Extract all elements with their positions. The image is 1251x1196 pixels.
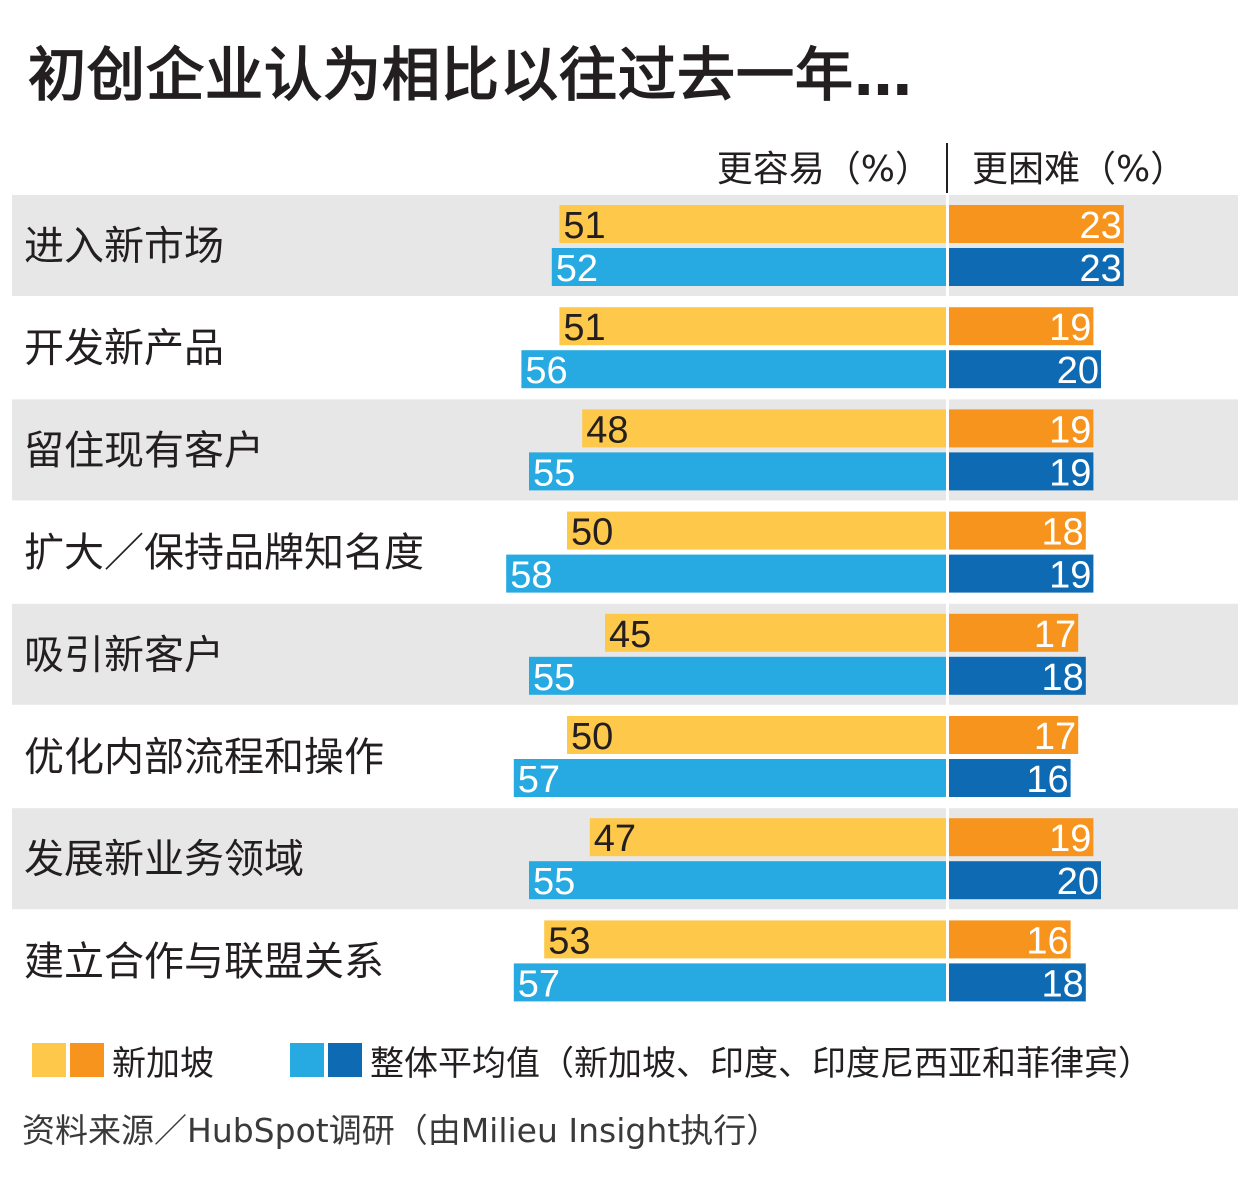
value-label-sg-harder: 19: [1049, 409, 1091, 451]
value-label-sg-harder: 23: [1080, 205, 1122, 247]
value-label-sg-harder: 19: [1049, 307, 1091, 349]
category-label: 建立合作与联盟关系: [24, 940, 384, 984]
bar-avg-easier: [529, 861, 947, 900]
bar-avg-easier: [521, 350, 947, 389]
bar-avg-easier: [513, 759, 947, 797]
value-label-sg-easier: 50: [571, 716, 613, 758]
value-label-avg-easier: 55: [533, 657, 575, 699]
bar-sg-easier: [544, 920, 947, 959]
bar-avg-easier: [529, 656, 947, 695]
value-label-avg-harder: 19: [1049, 555, 1091, 597]
value-label-avg-harder: 19: [1049, 452, 1091, 494]
value-label-sg-harder: 19: [1049, 818, 1091, 860]
category-label: 扩大／保持品牌知名度: [24, 531, 424, 575]
center-axis: [946, 195, 949, 1010]
value-label-avg-easier: 56: [525, 350, 567, 392]
legend-average: 整体平均值（新加坡、印度、印度尼西亚和菲律宾）: [290, 1038, 1152, 1084]
value-label-sg-harder: 16: [1026, 920, 1068, 962]
bar-avg-easier: [513, 963, 947, 1002]
bar-avg-easier: [506, 554, 947, 593]
bar-sg-harder: [949, 307, 1094, 346]
bar-sg-easier: [559, 205, 947, 243]
value-label-sg-harder: 18: [1042, 512, 1084, 554]
header-divider: [946, 143, 948, 193]
legend-swatch-sg-harder: [70, 1043, 104, 1077]
value-label-sg-easier: 48: [586, 409, 628, 451]
category-label: 开发新产品: [24, 327, 224, 371]
value-label-avg-easier: 57: [518, 963, 560, 1005]
bar-avg-harder: [949, 963, 1086, 1002]
legend-swatch-sg-easier: [32, 1043, 66, 1077]
bar-sg-easier: [582, 409, 947, 448]
value-label-avg-easier: 55: [533, 861, 575, 903]
bar-avg-harder: [949, 759, 1071, 797]
legend-label-singapore: 新加坡: [112, 1043, 214, 1084]
legend-swatch-avg-harder: [328, 1043, 362, 1077]
bar-avg-harder: [949, 554, 1094, 593]
value-label-sg-easier: 50: [571, 512, 613, 554]
value-label-avg-easier: 58: [510, 555, 552, 597]
source-note: 资料来源／HubSpot调研（由Milieu Insight执行）: [22, 1111, 780, 1150]
value-label-avg-easier: 55: [533, 452, 575, 494]
bar-sg-easier: [589, 818, 947, 857]
legend-singapore: 新加坡: [32, 1038, 214, 1084]
value-label-avg-easier: 52: [556, 248, 598, 290]
chart-title: 初创企业认为相比以往过去一年…: [28, 41, 914, 109]
value-label-sg-easier: 51: [563, 307, 605, 349]
category-label: 发展新业务领域: [24, 838, 304, 882]
value-label-sg-easier: 53: [548, 920, 590, 962]
category-label: 优化内部流程和操作: [24, 736, 384, 780]
value-label-avg-harder: 23: [1080, 248, 1122, 290]
bar-sg-harder: [949, 511, 1086, 550]
bar-sg-harder: [949, 205, 1124, 243]
value-label-sg-harder: 17: [1034, 716, 1076, 758]
bar-sg-harder: [949, 818, 1094, 857]
bar-sg-harder: [949, 716, 1079, 754]
category-label: 进入新市场: [24, 225, 224, 269]
bar-sg-harder: [949, 409, 1094, 448]
bar-avg-harder: [949, 248, 1124, 286]
bar-sg-easier: [567, 716, 947, 754]
value-label-sg-easier: 51: [563, 205, 605, 247]
bar-avg-harder: [949, 452, 1094, 491]
value-label-avg-harder: 20: [1057, 861, 1099, 903]
value-label-sg-easier: 45: [609, 614, 651, 656]
value-label-avg-harder: 16: [1026, 759, 1068, 801]
bar-sg-harder: [949, 920, 1071, 959]
value-label-avg-easier: 57: [518, 759, 560, 801]
value-label-sg-easier: 47: [594, 818, 636, 860]
legend-swatch-avg-easier: [290, 1043, 324, 1077]
value-label-avg-harder: 18: [1042, 963, 1084, 1005]
bar-avg-harder: [949, 861, 1101, 900]
bar-avg-easier: [529, 452, 947, 491]
value-label-avg-harder: 18: [1042, 657, 1084, 699]
harder-column-header: 更困难（%）: [972, 149, 1187, 190]
bar-avg-easier: [551, 248, 947, 286]
value-label-avg-harder: 20: [1057, 350, 1099, 392]
bar-avg-harder: [949, 350, 1101, 389]
bar-sg-easier: [559, 307, 947, 346]
legend-label-average: 整体平均值（新加坡、印度、印度尼西亚和菲律宾）: [370, 1043, 1152, 1084]
category-label: 留住现有客户: [24, 429, 264, 473]
diverging-bar-chart: 进入新市场 51 23 52 23 开发新产品 51 19 56 20 留住现有客户 48 19 55 19…: [12, 195, 1238, 1010]
bar-sg-easier: [605, 613, 947, 652]
category-label: 吸引新客户: [24, 633, 224, 677]
easier-column-header: 更容易（%）: [716, 149, 931, 190]
bar-sg-harder: [949, 613, 1079, 652]
bar-sg-easier: [567, 511, 947, 550]
bar-avg-harder: [949, 656, 1086, 695]
value-label-sg-harder: 17: [1034, 614, 1076, 656]
